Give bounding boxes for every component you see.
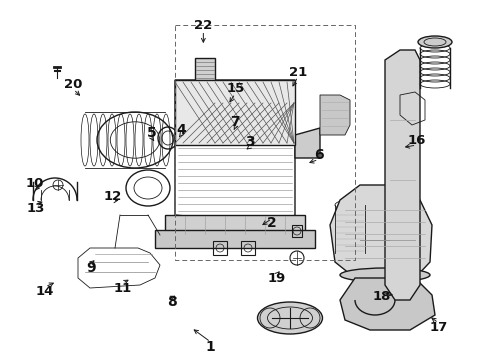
Text: 22: 22 — [194, 19, 213, 32]
Text: 12: 12 — [103, 190, 122, 203]
Text: 7: 7 — [230, 116, 240, 129]
Ellipse shape — [418, 36, 452, 48]
Polygon shape — [385, 50, 420, 300]
Polygon shape — [155, 230, 315, 248]
Polygon shape — [330, 185, 432, 278]
Ellipse shape — [258, 302, 322, 334]
Text: 6: 6 — [314, 148, 323, 162]
Text: 17: 17 — [429, 321, 448, 334]
Text: 18: 18 — [373, 291, 392, 303]
Polygon shape — [195, 58, 215, 82]
Polygon shape — [175, 80, 295, 145]
Ellipse shape — [335, 248, 365, 258]
Text: 10: 10 — [25, 177, 44, 190]
Text: 5: 5 — [147, 126, 157, 140]
Text: 13: 13 — [26, 202, 45, 215]
Text: 1: 1 — [206, 341, 216, 354]
Text: 3: 3 — [245, 135, 255, 149]
Text: 15: 15 — [226, 82, 245, 95]
Polygon shape — [340, 278, 435, 330]
Text: 2: 2 — [267, 216, 277, 230]
Polygon shape — [320, 95, 350, 135]
Text: 8: 8 — [167, 296, 176, 309]
Text: 9: 9 — [86, 261, 96, 275]
Text: 11: 11 — [113, 282, 132, 294]
Text: 21: 21 — [289, 66, 307, 78]
Text: 4: 4 — [176, 123, 186, 136]
Polygon shape — [295, 128, 320, 158]
Text: 16: 16 — [407, 134, 426, 147]
Text: 20: 20 — [64, 78, 83, 91]
Text: 19: 19 — [268, 273, 286, 285]
Text: 14: 14 — [36, 285, 54, 298]
Ellipse shape — [340, 268, 430, 282]
Ellipse shape — [335, 200, 365, 210]
Polygon shape — [165, 215, 305, 235]
